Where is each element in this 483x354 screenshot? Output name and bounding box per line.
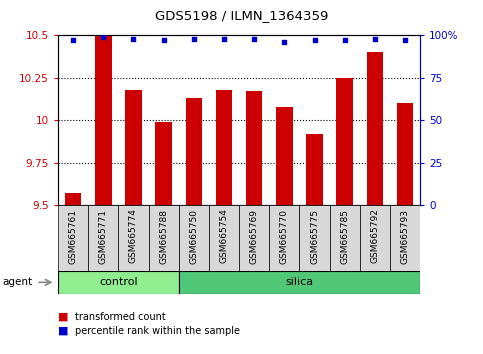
- Point: [190, 36, 198, 42]
- Bar: [270, 205, 299, 271]
- Point: [99, 34, 107, 40]
- Point: [129, 36, 137, 42]
- Point: [281, 39, 288, 45]
- Text: silica: silica: [285, 277, 313, 287]
- Bar: [337, 78, 353, 205]
- Bar: [95, 35, 112, 205]
- Text: control: control: [99, 277, 138, 287]
- Text: GSM665750: GSM665750: [189, 209, 199, 264]
- Bar: [58, 271, 179, 294]
- Bar: [185, 98, 202, 205]
- Text: GSM665792: GSM665792: [370, 209, 380, 263]
- Bar: [390, 205, 420, 271]
- Bar: [216, 90, 232, 205]
- Text: GSM665771: GSM665771: [99, 209, 108, 264]
- Text: ■: ■: [58, 312, 69, 322]
- Text: GSM665774: GSM665774: [129, 209, 138, 263]
- Point: [160, 38, 168, 43]
- Bar: [276, 107, 293, 205]
- Text: GSM665761: GSM665761: [69, 209, 78, 264]
- Text: GDS5198 / ILMN_1364359: GDS5198 / ILMN_1364359: [155, 9, 328, 22]
- Bar: [58, 205, 88, 271]
- Text: GSM665770: GSM665770: [280, 209, 289, 264]
- Point: [69, 38, 77, 43]
- Bar: [209, 205, 239, 271]
- Bar: [299, 205, 330, 271]
- Bar: [239, 205, 270, 271]
- Point: [401, 38, 409, 43]
- Bar: [306, 134, 323, 205]
- Text: GSM665769: GSM665769: [250, 209, 259, 264]
- Bar: [360, 205, 390, 271]
- Bar: [367, 52, 383, 205]
- Bar: [149, 205, 179, 271]
- Point: [311, 38, 318, 43]
- Bar: [125, 90, 142, 205]
- Text: GSM665785: GSM665785: [340, 209, 349, 264]
- Text: GSM665788: GSM665788: [159, 209, 168, 264]
- Text: transformed count: transformed count: [75, 312, 166, 322]
- Bar: [88, 205, 118, 271]
- Bar: [118, 205, 149, 271]
- Point: [220, 36, 228, 42]
- Text: ■: ■: [58, 326, 69, 336]
- Point: [371, 36, 379, 42]
- Text: GSM665793: GSM665793: [400, 209, 410, 264]
- Text: GSM665754: GSM665754: [219, 209, 228, 263]
- Point: [250, 36, 258, 42]
- Text: GSM665775: GSM665775: [310, 209, 319, 264]
- Bar: [65, 193, 81, 205]
- Bar: [246, 91, 262, 205]
- Bar: [179, 205, 209, 271]
- Point: [341, 38, 349, 43]
- Text: agent: agent: [2, 277, 32, 287]
- Bar: [397, 103, 413, 205]
- Bar: [156, 122, 172, 205]
- Bar: [330, 205, 360, 271]
- Bar: [179, 271, 420, 294]
- Text: percentile rank within the sample: percentile rank within the sample: [75, 326, 240, 336]
